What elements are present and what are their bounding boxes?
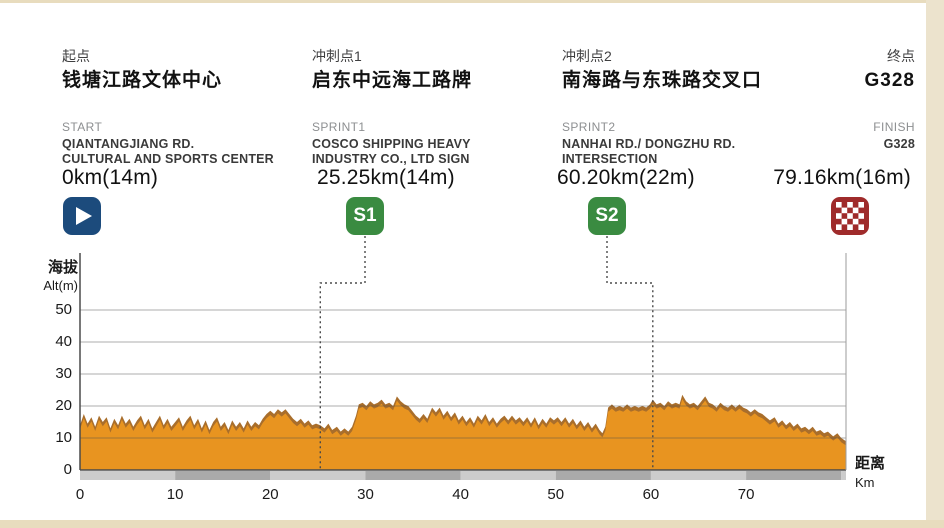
sprint1-badge-label: S1: [353, 205, 377, 226]
finish-label-en: FINISH: [873, 119, 915, 134]
waypoint-column-sprint2: 冲刺点2 南海路与东珠路交叉口 SPRINT2 NANHAI RD./ DONG…: [562, 48, 762, 167]
sprint2-name-en: NANHAI RD./ DONGZHU RD. INTERSECTION: [562, 137, 762, 167]
y-tick-label-30: 30: [55, 365, 72, 382]
x-tick-label-70: 70: [737, 486, 755, 503]
sprint1-name-en-line1: COSCO SHIPPING HEAVY: [312, 136, 471, 151]
distance-band: [270, 471, 366, 480]
start-label-cn: 起点: [62, 48, 90, 64]
distance-band: [841, 471, 846, 480]
waypoint-column-finish: 终点 G328 FINISH G328: [865, 48, 915, 152]
finish-name-en-line1: G328: [883, 136, 915, 151]
x-tick-label-30: 30: [357, 486, 374, 503]
sprint1-label-cn: 冲刺点1: [312, 48, 362, 64]
altitude-label-unit: Alt(m): [43, 278, 78, 293]
sprint2-badge-icon: S2: [588, 197, 626, 235]
y-tick-label-50: 50: [55, 301, 72, 318]
distance-band: [460, 471, 556, 480]
play-icon: [76, 207, 92, 225]
x-tick-label-50: 50: [547, 486, 565, 503]
waypoint-column-sprint1: 冲刺点1 启东中远海工路牌 SPRINT1 COSCO SHIPPING HEA…: [312, 48, 472, 167]
finish-name-cn: G328: [864, 69, 915, 91]
distance-label-cn: 距离: [855, 455, 886, 472]
y-axis-title: 海拔 Alt(m): [26, 256, 78, 293]
sprint1-km-text: 25.25km(14m): [317, 166, 455, 189]
start-name-en: QIANTANGJIANG RD. CULTURAL AND SPORTS CE…: [62, 137, 274, 167]
y-tick-label-40: 40: [55, 333, 72, 350]
distance-band: [80, 471, 176, 480]
frame-bottom-strip: [0, 520, 944, 528]
checkered-flag-icon: [836, 202, 864, 230]
y-tick-label-10: 10: [55, 429, 72, 446]
distance-band: [175, 471, 271, 480]
sprint1-connector-dotted-line: [319, 236, 366, 470]
sprint2-label-en: SPRINT2: [562, 119, 616, 134]
finish-label-cn: 终点: [887, 48, 915, 64]
sprint2-name-cn: 南海路与东珠路交叉口: [562, 69, 763, 91]
x-axis-title: 距离 Km: [855, 452, 885, 490]
finish-name-en: G328: [865, 137, 915, 152]
x-tick-label-40: 40: [452, 486, 469, 503]
sprint2-km-text: 60.20km(22m): [557, 166, 695, 189]
sprint2-badge-label: S2: [595, 205, 619, 226]
distance-band: [555, 471, 651, 480]
x-tick-label-0: 0: [75, 486, 85, 503]
sprint1-label-en: SPRINT1: [312, 119, 366, 134]
sprint2-connector-dotted-line: [606, 236, 654, 470]
start-play-icon: [63, 197, 101, 235]
distance-label-unit: Km: [855, 475, 875, 490]
sprint1-name-en-line2: INDUSTRY CO., LTD SIGN: [312, 151, 470, 166]
x-tick-label-20: 20: [261, 486, 279, 503]
sprint2-name-en-line1: NANHAI RD./ DONGZHU RD.: [562, 136, 736, 151]
altitude-label-cn: 海拔: [47, 259, 78, 276]
sprint1-badge-icon: S1: [346, 197, 384, 235]
distance-band: [746, 471, 842, 480]
frame-right-strip: [926, 0, 944, 528]
y-tick-label-20: 20: [55, 397, 72, 414]
start-name-cn: 钱塘江路文体中心: [62, 69, 223, 91]
x-tick-label-60: 60: [642, 486, 660, 503]
x-tick-label-10: 10: [166, 486, 184, 503]
sprint2-label-cn: 冲刺点2: [562, 48, 612, 64]
sprint2-name-en-line2: INTERSECTION: [562, 151, 658, 166]
sprint1-name-cn: 启东中远海工路牌: [312, 69, 473, 91]
finish-checkered-flag-icon: [831, 197, 869, 235]
y-tick-label-0: 0: [63, 461, 72, 478]
elevation-area-fill: [80, 399, 846, 470]
start-label-en: START: [62, 119, 103, 134]
start-name-en-line2: CULTURAL AND SPORTS CENTER: [62, 151, 274, 166]
frame-top-strip: [0, 0, 944, 3]
waypoint-column-start: 起点 钱塘江路文体中心 START QIANTANGJIANG RD. CULT…: [62, 48, 274, 167]
distance-band: [650, 471, 747, 480]
sprint1-name-en: COSCO SHIPPING HEAVY INDUSTRY CO., LTD S…: [312, 137, 472, 167]
start-name-en-line1: QIANTANGJIANG RD.: [62, 136, 195, 151]
finish-km-text: 79.16km(16m): [773, 166, 911, 189]
start-km-text: 0km(14m): [62, 166, 159, 189]
distance-band: [365, 471, 461, 480]
